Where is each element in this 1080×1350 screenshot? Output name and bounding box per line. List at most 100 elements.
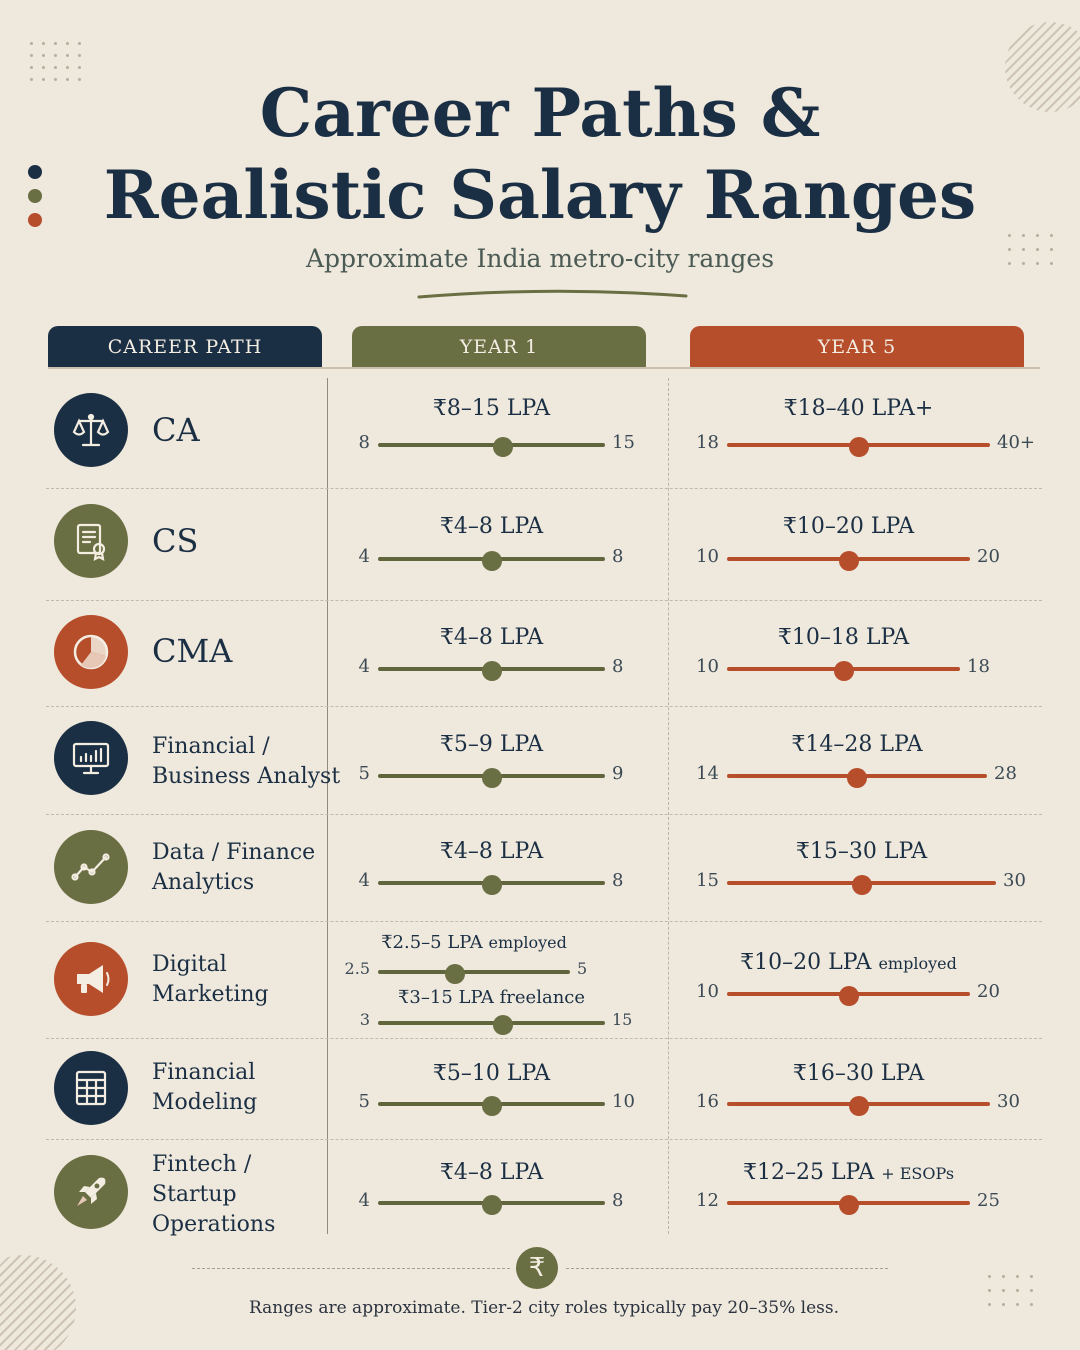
year5-data-finance-analytics-label: ₹15–30 LPA (702, 839, 1022, 864)
column-divider (327, 378, 328, 1234)
career-label-line: Startup (152, 1182, 237, 1207)
year1-digital-marketing-range-text: ₹2.5–5 LPA (381, 932, 483, 953)
year5-cma-label: ₹10–18 LPA (684, 625, 1004, 650)
career-label-line: Modeling (152, 1090, 258, 1115)
decorative-side-dots (28, 165, 42, 237)
row-divider (46, 814, 1042, 815)
year5-digital-marketing-range-text: ₹10–20 LPA (740, 950, 872, 975)
year5-cma-min-tick: 10 (696, 656, 719, 677)
year1-data-finance-analytics-max-tick: 8 (612, 870, 624, 891)
year1-cs-label: ₹4–8 LPA (332, 514, 652, 539)
year5-fintech-startup-operations-range-text: ₹12–25 LPA (742, 1160, 875, 1185)
decorative-underline (417, 289, 688, 299)
year1-digital-marketing-suffix: employed (488, 933, 567, 952)
year5-cs-label: ₹10–20 LPA (689, 514, 1009, 539)
year1-digital-marketing-min-tick: 2.5 (344, 959, 370, 978)
column-header-year1: YEAR 1 (352, 326, 646, 368)
year1-cs-max-tick: 8 (612, 546, 624, 567)
year5-ca-max-tick: 40+ (997, 432, 1035, 453)
column-divider (668, 378, 669, 1234)
year5-financial-modeling-min-tick: 16 (696, 1091, 719, 1112)
footer-divider (192, 1268, 510, 1269)
title-line-1: Career Paths & (259, 74, 821, 152)
year1-digital-marketing-range-marker (444, 964, 465, 984)
year5-financial-business-analyst-min-tick: 14 (696, 763, 719, 784)
year1-data-finance-analytics-label: ₹4–8 LPA (332, 839, 652, 864)
year1-cma-max-tick: 8 (612, 656, 624, 677)
year1-freelance-digital-marketing-range-marker (492, 1015, 513, 1035)
year5-data-finance-analytics-min-tick: 15 (696, 870, 719, 891)
year5-ca-min-tick: 18 (696, 432, 719, 453)
career-label-line: Financial (152, 1060, 256, 1085)
column-header-career: CAREER PATH (48, 326, 322, 368)
year5-cma-range-text: ₹10–18 LPA (777, 625, 910, 650)
year1-cma-min-tick: 4 (358, 656, 370, 677)
certificate-icon (54, 504, 128, 578)
year5-fintech-startup-operations-suffix: + ESOPs (881, 1164, 955, 1183)
year1-ca-range-text: ₹8–15 LPA (432, 396, 551, 421)
career-label-line: Business Analyst (152, 764, 341, 789)
career-label-financial-business-analyst: Financial / Business Analyst (152, 732, 340, 792)
year1-data-finance-analytics-range-text: ₹4–8 LPA (439, 839, 544, 864)
year5-financial-business-analyst-range-marker (847, 768, 867, 788)
year5-digital-marketing-suffix: employed (878, 954, 957, 973)
year1-freelance-digital-marketing-range-bar (378, 1021, 605, 1025)
career-label-fintech-startup-operations: Fintech / Startup Operations (152, 1150, 275, 1240)
row-divider (46, 488, 1042, 489)
year5-ca-range-marker (848, 437, 869, 457)
decorative-dot-grid (1008, 234, 1053, 265)
career-label-line: Operations (152, 1212, 276, 1237)
footer-divider (566, 1268, 888, 1269)
year1-cs-range-marker (481, 551, 502, 571)
career-label-ca: CA (152, 411, 200, 449)
year5-cma-max-tick: 18 (967, 656, 990, 677)
year1-financial-business-analyst-label: ₹5–9 LPA (332, 732, 652, 757)
row-divider (46, 1139, 1042, 1140)
year5-fintech-startup-operations-max-tick: 25 (977, 1190, 1000, 1211)
year5-financial-business-analyst-label: ₹14–28 LPA (697, 732, 1017, 757)
career-label-financial-modeling: Financial Modeling (152, 1058, 257, 1118)
career-label-line: Fintech / (152, 1152, 252, 1177)
year5-data-finance-analytics-range-marker (851, 875, 872, 895)
year5-cs-range-text: ₹10–20 LPA (782, 514, 915, 539)
year1-ca-label: ₹8–15 LPA (332, 396, 652, 421)
year1-financial-business-analyst-range-text: ₹5–9 LPA (439, 732, 544, 757)
year5-digital-marketing-range-marker (838, 986, 859, 1006)
career-label-line: Financial / (152, 734, 270, 759)
year1-fintech-startup-operations-label: ₹4–8 LPA (332, 1160, 652, 1185)
year1-freelance-digital-marketing-max-tick: 15 (612, 1010, 633, 1029)
year5-fintech-startup-operations-range-marker (838, 1195, 859, 1215)
year1-financial-modeling-max-tick: 10 (612, 1091, 635, 1112)
rupee-icon: ₹ (516, 1247, 558, 1289)
year1-data-finance-analytics-min-tick: 4 (358, 870, 370, 891)
spreadsheet-icon (54, 1051, 128, 1125)
year5-financial-modeling-max-tick: 30 (997, 1091, 1020, 1112)
year1-ca-range-marker (492, 437, 513, 457)
year5-financial-business-analyst-range-text: ₹14–28 LPA (791, 732, 923, 757)
pie-chart-icon (54, 615, 128, 689)
year1-financial-modeling-range-text: ₹5–10 LPA (432, 1061, 551, 1086)
year1-digital-marketing-max-tick: 5 (577, 959, 588, 978)
year1-financial-business-analyst-min-tick: 5 (358, 763, 370, 784)
year5-data-finance-analytics-range-text: ₹15–30 LPA (795, 839, 928, 864)
year1-fintech-startup-operations-max-tick: 8 (612, 1190, 624, 1211)
year5-data-finance-analytics-max-tick: 30 (1003, 870, 1026, 891)
year1-financial-modeling-range-marker (481, 1096, 502, 1116)
footnote: Ranges are approximate. Tier-2 city role… (248, 1298, 839, 1318)
career-label-line: Marketing (152, 982, 269, 1007)
year1-freelance-digital-marketing-label: ₹3–15 LPA freelance (332, 987, 652, 1008)
year1-cs-range-text: ₹4–8 LPA (439, 514, 544, 539)
year5-cs-range-marker (838, 551, 859, 571)
year1-ca-min-tick: 8 (358, 432, 370, 453)
scales-icon (54, 393, 128, 467)
year5-financial-modeling-range-marker (848, 1096, 869, 1116)
year5-financial-business-analyst-max-tick: 28 (994, 763, 1017, 784)
year1-financial-business-analyst-range-marker (481, 768, 502, 788)
row-divider (46, 706, 1042, 707)
trend-line-icon (54, 830, 128, 904)
year5-digital-marketing-label: ₹10–20 LPA employed (689, 950, 1009, 975)
year5-cs-min-tick: 10 (696, 546, 719, 567)
career-label-line: Data / Finance (152, 840, 316, 865)
year1-data-finance-analytics-range-marker (481, 875, 502, 895)
